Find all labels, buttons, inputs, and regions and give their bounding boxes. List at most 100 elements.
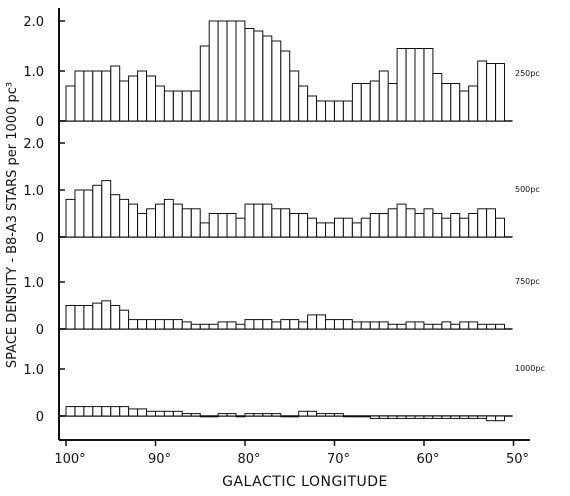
- panels-layer: 0 1.0 2.0 250pc 0 1.0 2.0 500pc 0 1.0 750pc 0 1.0 100…: [23, 15, 545, 425]
- bar: [83, 70, 94, 122]
- bar: [423, 415, 434, 419]
- bar: [262, 35, 273, 122]
- bar: [378, 213, 389, 238]
- bar: [74, 305, 85, 330]
- bar: [468, 415, 479, 419]
- bar: [280, 50, 291, 122]
- bar: [262, 203, 273, 238]
- bar: [244, 203, 255, 238]
- bar: [289, 70, 300, 122]
- bar: [459, 217, 470, 238]
- bar: [199, 222, 210, 238]
- bar: [92, 70, 103, 122]
- bar: [110, 406, 121, 417]
- bar: [432, 415, 443, 419]
- x-axis-ticks: 100° 90° 80° 70° 60° 50°: [54, 440, 529, 467]
- bar: [92, 184, 103, 238]
- bar: [110, 305, 121, 330]
- bar: [360, 83, 371, 122]
- bar: [342, 415, 353, 418]
- bar: [378, 415, 389, 419]
- bar: [271, 413, 282, 417]
- bar: [217, 321, 228, 330]
- bar: [208, 323, 219, 330]
- bar: [262, 413, 273, 417]
- bar: [226, 213, 237, 238]
- bar: [235, 415, 246, 418]
- panel-750-pc: 0 1.0 750pc: [23, 276, 539, 338]
- bar: [468, 85, 479, 122]
- bar: [378, 321, 389, 330]
- bar: [486, 208, 497, 238]
- bar: [128, 408, 139, 417]
- bar: [226, 321, 237, 330]
- bar: [468, 321, 479, 330]
- y-tick-label: 1.0: [23, 184, 44, 199]
- bar: [405, 48, 416, 122]
- bar: [396, 203, 407, 238]
- bar: [342, 319, 353, 330]
- bar: [334, 413, 344, 417]
- bar: [190, 323, 201, 330]
- bar: [137, 408, 148, 417]
- bar: [119, 406, 130, 417]
- bar: [146, 208, 157, 238]
- bar: [253, 413, 264, 417]
- bar: [477, 415, 488, 419]
- bar: [181, 321, 192, 330]
- bar: [325, 222, 335, 238]
- bar: [360, 217, 371, 238]
- bar: [110, 65, 121, 122]
- y-axis-label: SPACE DENSITY - B8-A3 STARS per 1000 pc³: [5, 82, 20, 368]
- bar: [450, 213, 461, 238]
- bar: [74, 70, 85, 122]
- bar: [387, 415, 398, 419]
- x-tick-label: 70°: [327, 452, 350, 467]
- bar: [190, 208, 201, 238]
- bar: [253, 30, 264, 122]
- bar: [414, 48, 425, 122]
- bar: [316, 413, 327, 417]
- bar: [334, 319, 344, 330]
- bar: [101, 180, 112, 238]
- panel-250-pc: 0 1.0 2.0 250pc: [23, 15, 539, 130]
- bar: [441, 415, 452, 419]
- bar: [307, 314, 318, 330]
- bar: [253, 319, 264, 330]
- bar: [423, 208, 434, 238]
- bar: [298, 85, 309, 122]
- bar: [307, 217, 318, 238]
- bar: [155, 410, 165, 417]
- y-tick-label: 1.0: [23, 65, 44, 80]
- bar: [181, 413, 192, 417]
- bar: [128, 319, 139, 330]
- bar: [235, 20, 246, 122]
- bar: [450, 83, 461, 122]
- bar: [101, 300, 112, 330]
- bar: [271, 208, 282, 238]
- bar: [226, 20, 237, 122]
- bar: [199, 415, 210, 418]
- bar: [459, 90, 470, 122]
- panel-500-pc: 0 1.0 2.0 500pc: [23, 137, 539, 246]
- bar: [289, 319, 300, 330]
- bar: [83, 305, 94, 330]
- x-tick-label: 60°: [416, 452, 439, 467]
- bar: [163, 319, 174, 330]
- bar: [334, 100, 344, 122]
- bar: [316, 222, 327, 238]
- bar: [477, 60, 488, 122]
- bar: [441, 217, 452, 238]
- y-tick-label: 0: [36, 231, 44, 246]
- bar: [235, 323, 246, 330]
- bar: [146, 75, 157, 122]
- bar: [495, 63, 506, 122]
- bar: [289, 213, 300, 238]
- bar: [244, 413, 255, 417]
- bar: [74, 406, 85, 417]
- bar: [155, 319, 165, 330]
- bar: [119, 198, 130, 238]
- bar: [92, 406, 103, 417]
- bar: [172, 319, 183, 330]
